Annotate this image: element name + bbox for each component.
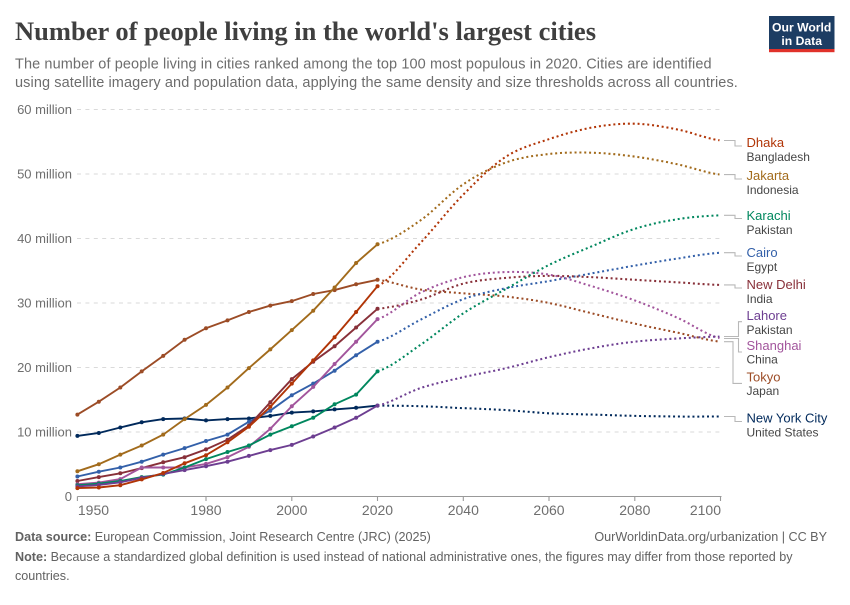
svg-text:Note: Because a standardized g: Note: Because a standardized global defi…	[15, 550, 793, 564]
svg-text:countries.: countries.	[15, 569, 70, 583]
svg-text:2020: 2020	[362, 502, 393, 518]
svg-text:30 million: 30 million	[17, 296, 72, 311]
svg-text:Number of people living in the: Number of people living in the world's l…	[15, 16, 596, 46]
svg-text:0: 0	[65, 489, 72, 504]
svg-text:Lahore: Lahore	[747, 308, 787, 323]
svg-text:China: China	[747, 353, 779, 367]
svg-text:2080: 2080	[619, 502, 650, 518]
svg-text:1980: 1980	[190, 502, 221, 518]
svg-text:40 million: 40 million	[17, 231, 72, 246]
svg-text:Pakistan: Pakistan	[747, 323, 793, 337]
svg-text:using satellite imagery and po: using satellite imagery and population d…	[15, 75, 738, 91]
svg-text:2000: 2000	[276, 502, 307, 518]
svg-text:Bangladesh: Bangladesh	[747, 150, 810, 164]
svg-text:United States: United States	[747, 425, 819, 439]
svg-text:60 million: 60 million	[17, 102, 72, 117]
svg-text:Dhaka: Dhaka	[747, 135, 785, 150]
svg-text:The number of people living in: The number of people living in cities ra…	[15, 57, 712, 73]
svg-text:OurWorldinData.org/urbanizatio: OurWorldinData.org/urbanization | CC BY	[594, 530, 827, 544]
svg-text:2060: 2060	[533, 502, 564, 518]
svg-text:Cairo: Cairo	[747, 245, 778, 260]
svg-text:10 million: 10 million	[17, 425, 72, 440]
svg-text:Indonesia: Indonesia	[747, 183, 799, 197]
svg-text:Tokyo: Tokyo	[747, 369, 781, 384]
svg-text:India: India	[747, 292, 773, 306]
svg-text:Karachi: Karachi	[747, 208, 791, 223]
svg-text:Egypt: Egypt	[747, 260, 778, 274]
svg-text:2100: 2100	[690, 502, 721, 518]
svg-text:in Data: in Data	[781, 34, 822, 48]
svg-text:Pakistan: Pakistan	[747, 223, 793, 237]
svg-text:Japan: Japan	[747, 384, 780, 398]
svg-text:20 million: 20 million	[17, 360, 72, 375]
svg-text:50 million: 50 million	[17, 167, 72, 182]
svg-text:Our World: Our World	[772, 21, 831, 35]
svg-text:New York City: New York City	[747, 411, 828, 426]
svg-text:Jakarta: Jakarta	[747, 168, 790, 183]
svg-text:2040: 2040	[448, 502, 479, 518]
svg-text:1950: 1950	[78, 502, 109, 518]
svg-text:New Delhi: New Delhi	[747, 277, 806, 292]
svg-text:Shanghai: Shanghai	[747, 338, 802, 353]
svg-text:Data source: European Commissi: Data source: European Commission, Joint …	[15, 530, 431, 544]
